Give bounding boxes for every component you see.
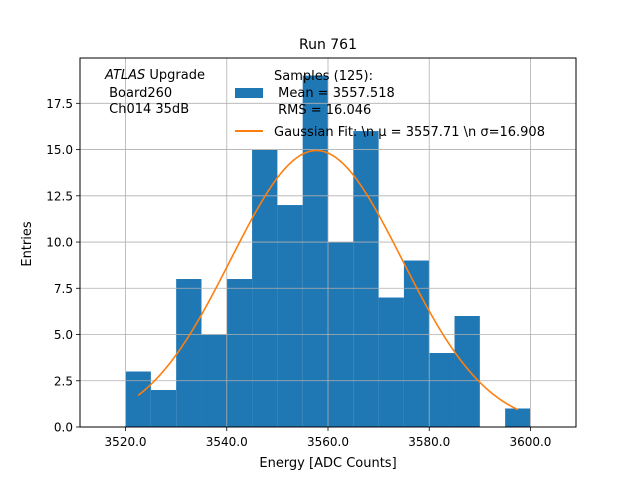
gaussian-fit-line bbox=[137, 149, 519, 411]
legend-histogram-line-3: RMS = 16.046 bbox=[274, 103, 371, 118]
histogram-bar bbox=[226, 279, 253, 427]
annotation-line-2: Board260 bbox=[105, 86, 172, 101]
x-tick-label: 3520.0 bbox=[105, 435, 147, 449]
histogram-bar bbox=[125, 371, 151, 427]
y-tick-label: 0.0 bbox=[54, 421, 73, 435]
annotation-line-3: Ch014 35dB bbox=[105, 102, 189, 117]
y-tick-label: 7.5 bbox=[54, 282, 73, 296]
x-axis-ticks: 3520.0 3540.0 3560.0 3580.0 3600.0 bbox=[105, 427, 551, 449]
y-tick-label: 12.5 bbox=[46, 189, 73, 203]
histogram-bar bbox=[150, 390, 177, 427]
histogram-bar bbox=[378, 297, 404, 427]
histogram-bar bbox=[176, 279, 202, 427]
legend: Samples (125): Mean = 3557.518 RMS = 16.… bbox=[235, 69, 545, 140]
y-axis-ticks: 0.0 2.5 5.0 7.5 10.0 12.5 15.0 17.5 bbox=[46, 97, 80, 435]
x-tick-label: 3540.0 bbox=[206, 435, 248, 449]
y-axis-label: Entries bbox=[20, 221, 35, 267]
annotation-line-1: ATLAS Upgrade bbox=[104, 68, 205, 83]
y-tick-label: 10.0 bbox=[46, 236, 73, 250]
x-axis-label: Energy [ADC Counts] bbox=[259, 456, 396, 471]
chart-title: Run 761 bbox=[299, 37, 357, 53]
y-tick-label: 2.5 bbox=[54, 374, 73, 388]
x-tick-label: 3600.0 bbox=[509, 435, 551, 449]
histogram-bar bbox=[403, 260, 430, 427]
histogram-bar bbox=[353, 131, 379, 427]
x-tick-label: 3580.0 bbox=[408, 435, 450, 449]
x-tick-label: 3560.0 bbox=[307, 435, 349, 449]
histogram-bar bbox=[429, 353, 455, 427]
upgrade-label: Upgrade bbox=[145, 68, 205, 83]
annotation-box: ATLAS Upgrade Board260 Ch014 35dB bbox=[104, 68, 205, 117]
histogram-bar bbox=[454, 316, 480, 427]
legend-histogram-swatch bbox=[235, 88, 263, 98]
y-tick-label: 15.0 bbox=[46, 143, 73, 157]
legend-histogram-line-1: Samples (125): bbox=[274, 69, 373, 84]
y-tick-label: 17.5 bbox=[46, 97, 73, 111]
histogram-bar bbox=[505, 408, 531, 427]
histogram-bar bbox=[302, 75, 328, 427]
gaussian-fit-layer bbox=[137, 149, 519, 411]
legend-histogram-line-2: Mean = 3557.518 bbox=[274, 86, 395, 101]
atlas-label: ATLAS bbox=[104, 68, 145, 83]
legend-fit-label: Gaussian Fit: \n μ = 3557.71 \n σ=16.908 bbox=[274, 125, 545, 140]
y-tick-label: 5.0 bbox=[54, 328, 73, 342]
histogram-bar bbox=[277, 205, 303, 427]
